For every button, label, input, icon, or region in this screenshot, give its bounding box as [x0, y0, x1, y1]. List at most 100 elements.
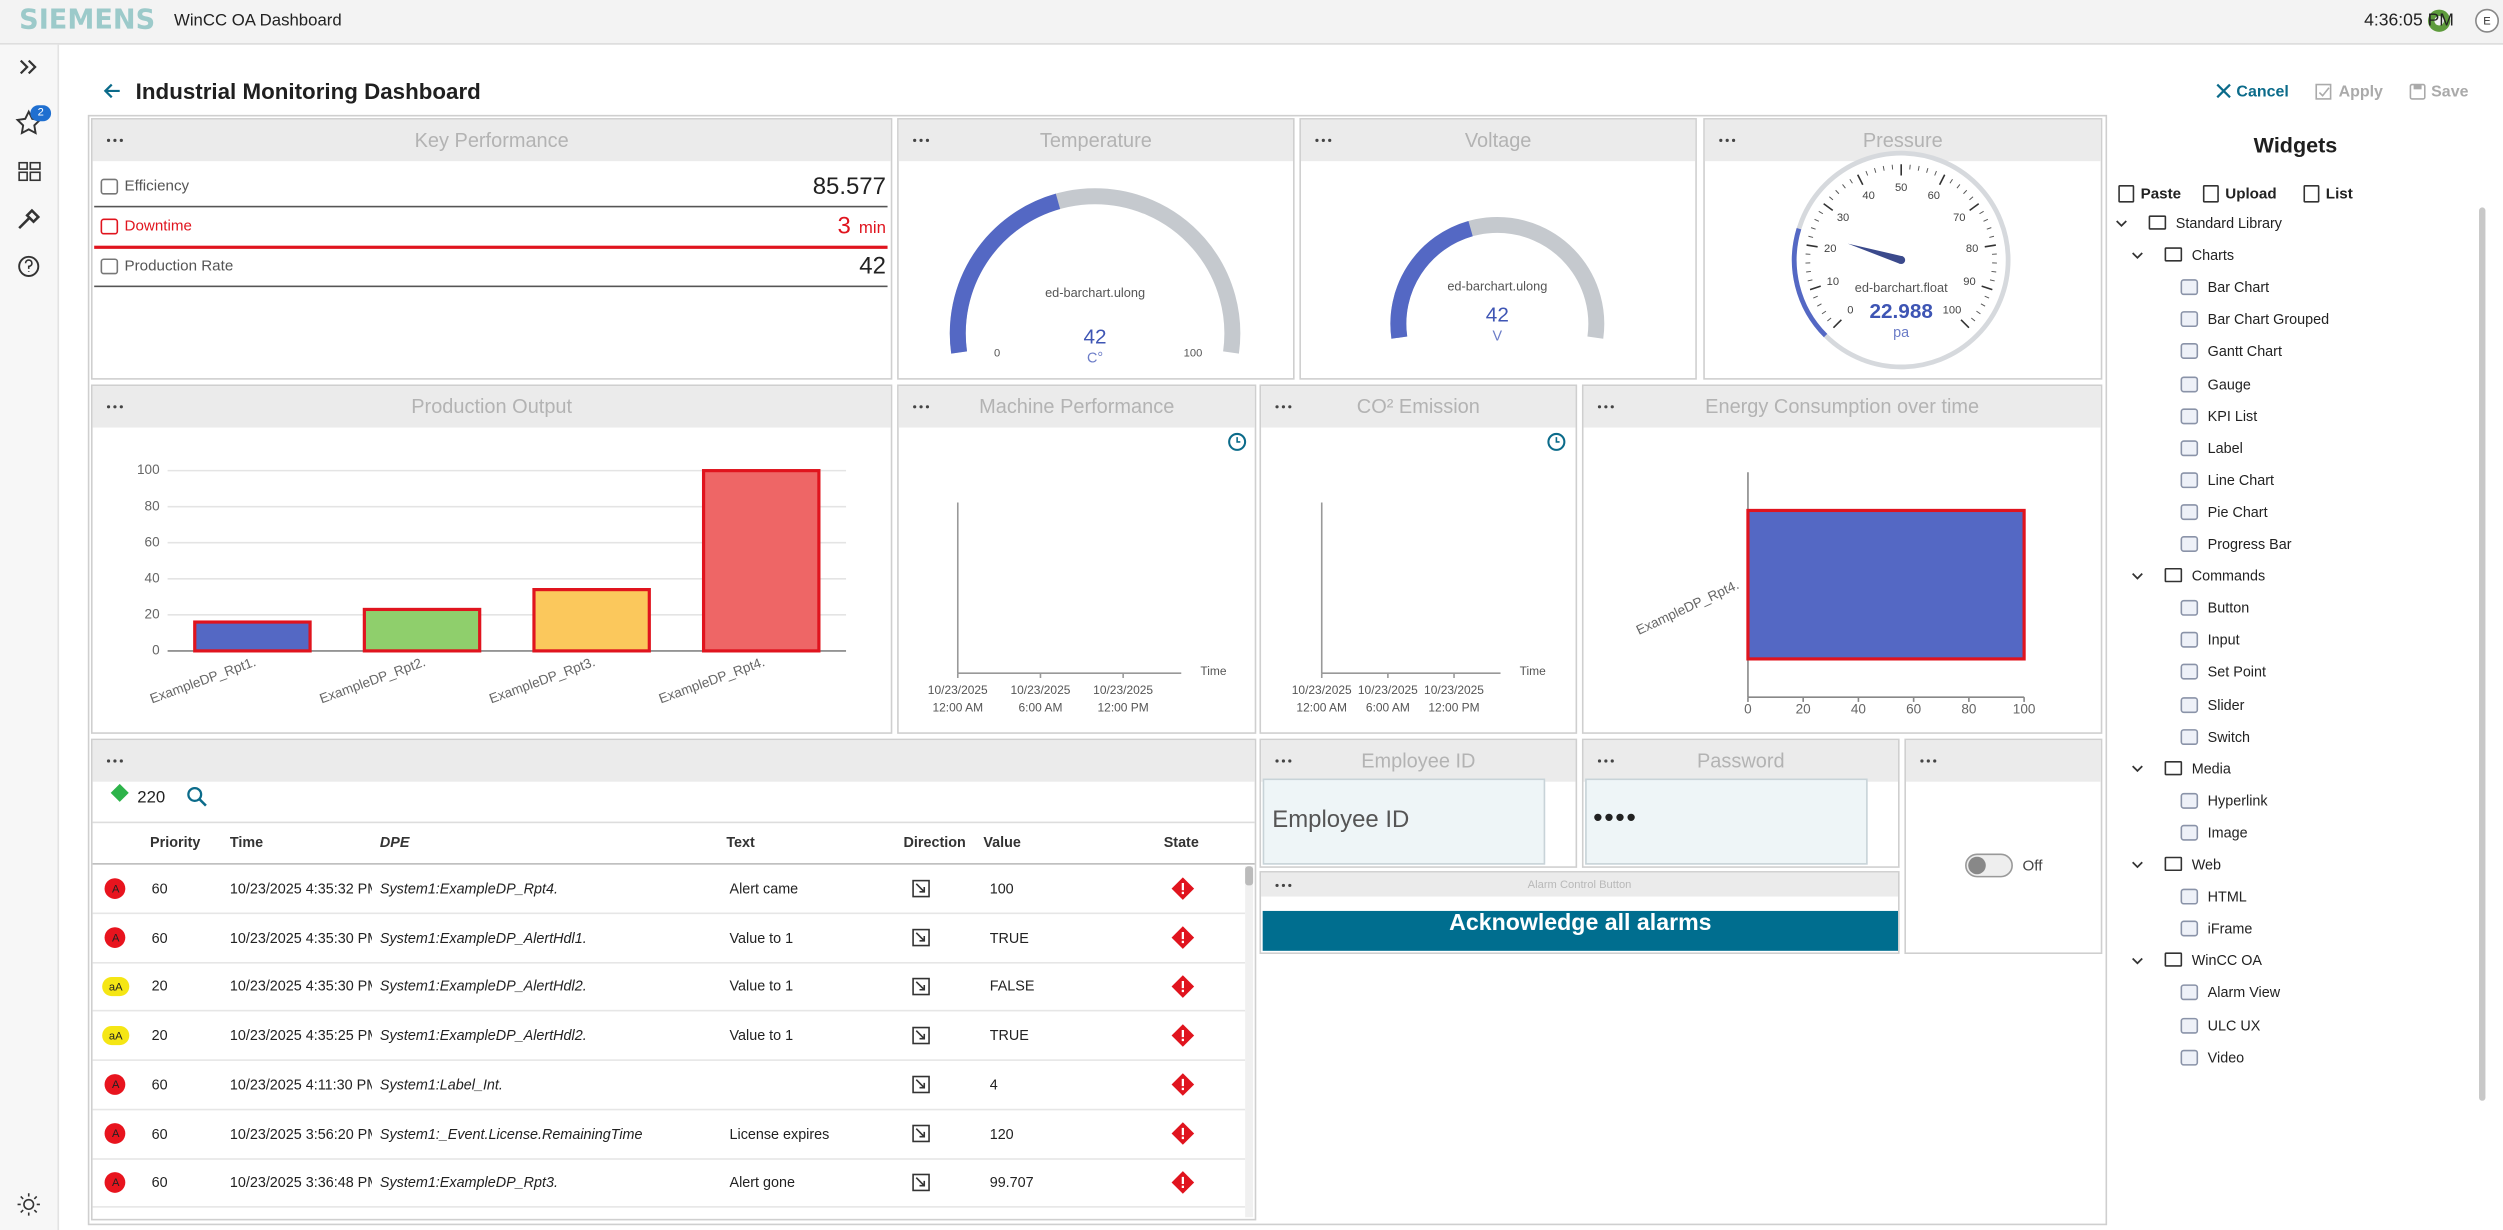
- ack-button[interactable]: [1262, 910, 1899, 951]
- widget-menu[interactable]: [106, 759, 111, 763]
- tree-item[interactable]: Label: [2207, 439, 2243, 456]
- tree-item[interactable]: Video: [2207, 1049, 2245, 1066]
- x-tick-label: 10/23/2025 12:00 PM: [1093, 682, 1154, 715]
- tree-item[interactable]: Switch: [2207, 728, 2251, 745]
- kpi-unit: min: [858, 218, 886, 238]
- alarm-time: 10/23/2025 3:56:20 PM: [229, 1125, 372, 1142]
- tree-item[interactable]: Button: [2207, 600, 2250, 617]
- tree-item[interactable]: Line Chart: [2207, 471, 2274, 488]
- widget-title: Energy Consumption over time: [1705, 395, 1980, 418]
- widget-card: [90, 118, 893, 380]
- tree-item[interactable]: KPI List: [2207, 407, 2258, 424]
- column-header[interactable]: Value: [983, 834, 1021, 851]
- user-initial[interactable]: E: [2483, 15, 2491, 28]
- widget-header: [1583, 386, 2101, 428]
- tree-item[interactable]: ULC UX: [2207, 1017, 2261, 1033]
- toggle-knob: [1968, 856, 1986, 875]
- alarm-text: Value to 1: [729, 1027, 794, 1044]
- column-header[interactable]: Priority: [150, 834, 201, 851]
- top-bar: [0, 0, 2503, 45]
- folder-icon: [2148, 215, 2167, 230]
- column-header[interactable]: State: [1163, 834, 1199, 851]
- widget-title: Pressure: [1862, 129, 1943, 152]
- widget-menu[interactable]: [1275, 883, 1279, 887]
- kpi-label: Production Rate: [124, 257, 234, 276]
- widget-menu[interactable]: [1597, 759, 1602, 763]
- tree-item[interactable]: Progress Bar: [2207, 536, 2292, 552]
- dpe: System1:_Event.License.RemainingTime: [379, 1125, 643, 1142]
- x-tick-label: 10/23/2025 12:00 AM: [927, 682, 988, 715]
- tree-item[interactable]: iFrame: [2207, 920, 2253, 937]
- widget-header: [1583, 740, 1899, 782]
- action-button[interactable]: Save: [2431, 82, 2469, 101]
- widget-menu[interactable]: [1719, 138, 1723, 142]
- widget-menu[interactable]: [913, 405, 917, 409]
- tree-item[interactable]: Image: [2207, 824, 2248, 841]
- password-input[interactable]: [1585, 778, 1868, 865]
- widget-header: [1300, 119, 1696, 162]
- tree-group[interactable]: Commands: [2191, 568, 2266, 585]
- column-header[interactable]: DPE: [379, 834, 410, 851]
- tree-item[interactable]: HTML: [2207, 888, 2247, 905]
- app-name: WinCC OA Dashboard: [173, 11, 342, 31]
- widget-menu[interactable]: [1275, 405, 1279, 409]
- tree-group[interactable]: Web: [2191, 856, 2222, 873]
- dpe: System1:ExampleDP_AlertHdl2.: [379, 978, 587, 995]
- widget-title: Voltage: [1464, 129, 1532, 152]
- tree-item[interactable]: Gauge: [2207, 375, 2251, 392]
- widget-type-icon: [2180, 824, 2199, 841]
- input-placeholder: Employee ID: [1272, 806, 1410, 834]
- x-tick-label: 10/23/2025 6:00 AM: [1010, 682, 1071, 715]
- widget-title: Employee ID: [1361, 749, 1476, 773]
- widget-menu[interactable]: [1275, 759, 1279, 763]
- toolbar-button[interactable]: List: [2325, 185, 2353, 203]
- side-nav: [0, 44, 60, 1230]
- tree-item[interactable]: Hyperlink: [2207, 792, 2268, 809]
- action-button[interactable]: Apply: [2338, 82, 2383, 101]
- dpe: System1:ExampleDP_Rpt3.: [379, 1174, 558, 1191]
- action-button[interactable]: Cancel: [2236, 82, 2289, 101]
- widget-card: [1259, 384, 1578, 734]
- tree-item[interactable]: Gantt Chart: [2207, 343, 2282, 360]
- side-nav-icons[interactable]: [0, 0, 57, 1230]
- tree-group[interactable]: WinCC OA: [2191, 952, 2262, 969]
- widget-menu[interactable]: [1315, 138, 1319, 142]
- tree-item[interactable]: Pie Chart: [2207, 503, 2268, 520]
- tree-item[interactable]: Set Point: [2207, 664, 2266, 681]
- tree-group[interactable]: Media: [2191, 760, 2231, 777]
- widget-type-icon: [2180, 792, 2199, 809]
- row-line: [92, 1108, 1246, 1111]
- alarm-value: 100: [989, 880, 1014, 897]
- right-scrollbar[interactable]: [2479, 207, 2486, 1101]
- priority: 60: [151, 1125, 168, 1142]
- toolbar-icon: [2202, 185, 2219, 203]
- widget-header: [92, 386, 891, 428]
- tree-item[interactable]: Slider: [2207, 696, 2245, 713]
- widget-menu[interactable]: [913, 138, 917, 142]
- folder-icon: [2164, 247, 2183, 262]
- tree-item[interactable]: Input: [2207, 632, 2240, 649]
- row-line: [92, 961, 1246, 964]
- column-header[interactable]: Direction: [903, 834, 966, 851]
- toolbar-button[interactable]: Upload: [2225, 185, 2277, 203]
- alarm-time: 10/23/2025 4:11:30 PM: [229, 1076, 372, 1093]
- folder-icon: [2164, 952, 2183, 968]
- widget-type-icon: [2180, 439, 2199, 456]
- tree-item[interactable]: Alarm View: [2207, 984, 2281, 1001]
- kpi-underline: [94, 205, 888, 208]
- column-header[interactable]: Text: [726, 834, 755, 851]
- widget-menu[interactable]: [1920, 759, 1924, 763]
- tree-item[interactable]: Bar Chart: [2207, 279, 2270, 296]
- widget-menu[interactable]: [1597, 405, 1602, 409]
- widget-menu[interactable]: [106, 405, 111, 409]
- tree-node[interactable]: Standard Library: [2175, 215, 2282, 232]
- toolbar-button[interactable]: Paste: [2140, 185, 2182, 203]
- tree-item[interactable]: Bar Chart Grouped: [2207, 311, 2330, 328]
- employee-input[interactable]: [1262, 778, 1546, 865]
- tree-group[interactable]: Charts: [2191, 247, 2235, 264]
- widget-type-icon: [2180, 888, 2199, 905]
- header-icons[interactable]: [0, 0, 2503, 128]
- widget-menu[interactable]: [106, 138, 111, 142]
- column-header[interactable]: Time: [229, 834, 264, 851]
